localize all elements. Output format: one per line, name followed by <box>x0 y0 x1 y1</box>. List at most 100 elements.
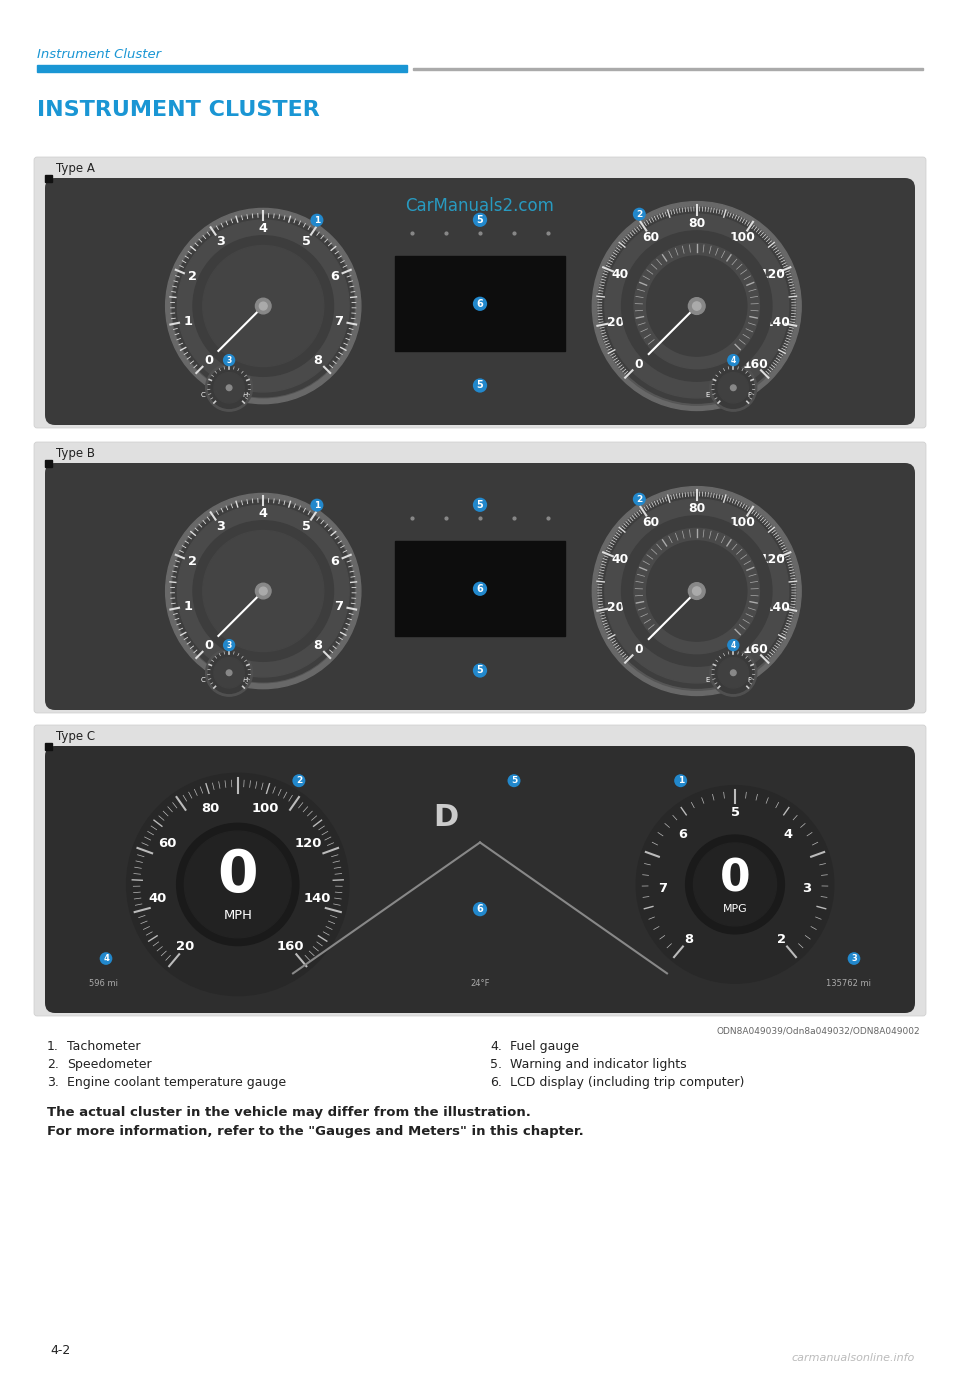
Text: 140: 140 <box>765 316 791 328</box>
Text: 40: 40 <box>149 892 167 905</box>
Text: F: F <box>748 677 752 683</box>
Circle shape <box>255 298 271 313</box>
Text: 6: 6 <box>476 298 484 309</box>
Text: 80: 80 <box>688 502 706 515</box>
Bar <box>37 65 407 71</box>
Circle shape <box>692 302 701 311</box>
Text: 6.: 6. <box>490 1076 502 1090</box>
Text: 4: 4 <box>103 954 108 963</box>
Text: carmanualsonline.info: carmanualsonline.info <box>792 1353 915 1363</box>
Circle shape <box>208 367 250 408</box>
Circle shape <box>600 493 794 688</box>
Text: 80: 80 <box>201 801 219 815</box>
Circle shape <box>688 298 705 315</box>
Text: H: H <box>243 677 248 683</box>
Circle shape <box>603 212 791 400</box>
Text: 7: 7 <box>334 315 344 327</box>
Text: 2: 2 <box>187 555 197 567</box>
Text: 100: 100 <box>730 517 756 529</box>
Text: 4: 4 <box>259 223 268 235</box>
Circle shape <box>203 530 324 651</box>
Circle shape <box>647 256 747 356</box>
Circle shape <box>605 214 788 398</box>
Circle shape <box>172 214 355 398</box>
Circle shape <box>685 835 784 934</box>
Text: 3: 3 <box>852 954 857 963</box>
Text: 5: 5 <box>476 381 484 390</box>
Text: Type B: Type B <box>56 447 95 460</box>
Text: 5: 5 <box>511 776 517 785</box>
Text: 4: 4 <box>731 356 736 364</box>
Text: 2: 2 <box>296 776 302 785</box>
Text: 5: 5 <box>301 521 310 533</box>
Text: 7: 7 <box>659 882 667 894</box>
Text: 6: 6 <box>476 904 484 914</box>
Text: 40: 40 <box>612 268 629 280</box>
Text: 60: 60 <box>642 517 660 529</box>
Text: 6: 6 <box>330 271 339 283</box>
FancyBboxPatch shape <box>34 442 926 713</box>
Circle shape <box>731 385 736 390</box>
Circle shape <box>173 500 354 682</box>
Circle shape <box>173 216 354 397</box>
Text: INSTRUMENT CLUSTER: INSTRUMENT CLUSTER <box>37 100 320 120</box>
Circle shape <box>693 842 777 926</box>
Text: C: C <box>201 677 205 683</box>
Text: 20: 20 <box>608 600 624 614</box>
Text: Tachometer: Tachometer <box>67 1040 140 1052</box>
Circle shape <box>597 207 796 405</box>
Text: LCD display (including trip computer): LCD display (including trip computer) <box>510 1076 744 1090</box>
Text: 8: 8 <box>313 354 323 367</box>
Text: 1: 1 <box>678 776 684 785</box>
Circle shape <box>647 541 747 642</box>
Text: 4.: 4. <box>490 1040 502 1052</box>
Text: The actual cluster in the vehicle may differ from the illustration.: The actual cluster in the vehicle may di… <box>47 1106 531 1118</box>
Circle shape <box>178 220 349 392</box>
Text: 0: 0 <box>204 354 213 367</box>
Text: 1.: 1. <box>47 1040 59 1052</box>
Text: 8: 8 <box>684 933 693 947</box>
Text: Warning and indicator lights: Warning and indicator lights <box>510 1058 686 1070</box>
Text: 8: 8 <box>313 639 323 653</box>
Circle shape <box>178 220 349 392</box>
Circle shape <box>178 506 349 677</box>
Text: 5: 5 <box>476 500 484 510</box>
Circle shape <box>709 364 756 411</box>
Text: 4: 4 <box>259 507 268 521</box>
Circle shape <box>203 246 324 367</box>
Circle shape <box>208 653 250 694</box>
Circle shape <box>178 506 349 677</box>
Circle shape <box>193 236 333 376</box>
Circle shape <box>205 650 252 697</box>
Text: 160: 160 <box>742 643 768 655</box>
Text: 596 mi: 596 mi <box>89 978 118 988</box>
Circle shape <box>597 492 796 690</box>
Circle shape <box>718 658 749 688</box>
Text: 0: 0 <box>635 357 643 371</box>
Text: Instrument Cluster: Instrument Cluster <box>37 48 161 60</box>
Text: 1: 1 <box>314 500 320 510</box>
Text: 60: 60 <box>158 837 177 851</box>
Text: E: E <box>706 677 709 683</box>
Circle shape <box>731 671 736 676</box>
Circle shape <box>184 831 291 938</box>
FancyBboxPatch shape <box>34 725 926 1015</box>
FancyBboxPatch shape <box>45 746 915 1013</box>
Text: ODN8A049039/Odn8a049032/ODN8A049002: ODN8A049039/Odn8a049032/ODN8A049002 <box>716 1026 920 1035</box>
Circle shape <box>718 372 749 403</box>
Text: Fuel gauge: Fuel gauge <box>510 1040 579 1052</box>
Bar <box>413 67 923 70</box>
Text: 0: 0 <box>204 639 213 653</box>
Text: 100: 100 <box>730 231 756 245</box>
Text: 2: 2 <box>187 271 197 283</box>
Circle shape <box>127 774 348 996</box>
Circle shape <box>692 587 701 595</box>
Text: For more information, refer to the "Gauges and Meters" in this chapter.: For more information, refer to the "Gaug… <box>47 1125 584 1138</box>
Text: Type C: Type C <box>56 730 95 743</box>
FancyBboxPatch shape <box>34 157 926 427</box>
Text: 1: 1 <box>314 216 320 224</box>
Circle shape <box>688 583 705 599</box>
Text: MPH: MPH <box>224 910 252 922</box>
Text: CarManuals2.com: CarManuals2.com <box>405 196 555 216</box>
Text: 4-2: 4-2 <box>50 1344 70 1358</box>
